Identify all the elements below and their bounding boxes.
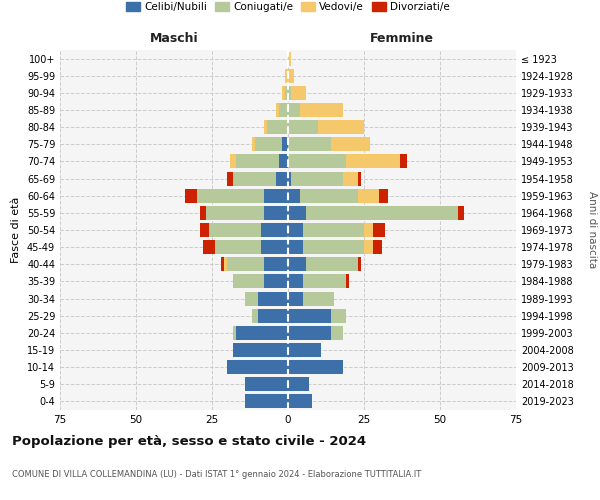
Bar — [288, 103, 300, 117]
Bar — [331, 138, 370, 151]
Legend: Celibi/Nubili, Coniugati/e, Vedovi/e, Divorziati/e: Celibi/Nubili, Coniugati/e, Vedovi/e, Di… — [122, 0, 454, 16]
Bar — [300, 103, 343, 117]
Bar — [263, 206, 288, 220]
Bar — [227, 360, 288, 374]
Bar — [319, 120, 364, 134]
Y-axis label: Fasce di età: Fasce di età — [11, 197, 21, 263]
Bar — [236, 154, 279, 168]
Bar — [185, 188, 197, 202]
Text: Popolazione per età, sesso e stato civile - 2024: Popolazione per età, sesso e stato civil… — [12, 435, 366, 448]
Bar — [230, 154, 236, 168]
Bar — [288, 292, 303, 306]
Bar — [233, 326, 236, 340]
Bar — [303, 292, 334, 306]
Bar — [288, 240, 303, 254]
Bar — [373, 240, 382, 254]
Bar — [458, 206, 464, 220]
Bar — [288, 394, 313, 408]
Bar — [379, 188, 388, 202]
Bar — [279, 154, 288, 168]
Bar — [291, 172, 343, 185]
Bar — [331, 308, 346, 322]
Bar — [254, 138, 282, 151]
Bar — [233, 274, 263, 288]
Bar — [288, 188, 300, 202]
Bar — [306, 206, 458, 220]
Bar — [288, 120, 319, 134]
Bar — [236, 326, 288, 340]
Bar — [400, 154, 407, 168]
Bar — [276, 103, 279, 117]
Text: Maschi: Maschi — [149, 32, 199, 45]
Bar — [263, 258, 288, 272]
Bar — [279, 103, 288, 117]
Bar — [251, 138, 254, 151]
Bar — [288, 308, 331, 322]
Bar — [197, 188, 263, 202]
Bar — [358, 188, 379, 202]
Bar — [291, 86, 306, 100]
Bar — [260, 240, 288, 254]
Bar — [282, 138, 288, 151]
Bar — [346, 274, 349, 288]
Bar — [203, 240, 215, 254]
Bar — [200, 223, 209, 237]
Bar — [251, 308, 257, 322]
Bar — [331, 326, 343, 340]
Bar — [245, 394, 288, 408]
Bar — [346, 154, 400, 168]
Bar — [288, 360, 343, 374]
Bar — [288, 86, 291, 100]
Text: COMUNE DI VILLA COLLEMANDINA (LU) - Dati ISTAT 1° gennaio 2024 - Elaborazione TU: COMUNE DI VILLA COLLEMANDINA (LU) - Dati… — [12, 470, 421, 479]
Bar — [358, 172, 361, 185]
Bar — [263, 188, 288, 202]
Bar — [364, 240, 373, 254]
Bar — [221, 258, 224, 272]
Bar — [215, 240, 260, 254]
Bar — [288, 206, 306, 220]
Bar — [288, 138, 331, 151]
Bar — [245, 378, 288, 392]
Text: Anni di nascita: Anni di nascita — [587, 192, 597, 268]
Bar — [257, 292, 288, 306]
Bar — [200, 206, 206, 220]
Bar — [288, 326, 331, 340]
Bar — [288, 274, 303, 288]
Bar — [209, 223, 260, 237]
Bar — [206, 206, 263, 220]
Bar — [260, 223, 288, 237]
Bar — [257, 308, 288, 322]
Bar — [233, 172, 276, 185]
Bar — [263, 120, 267, 134]
Bar — [263, 274, 288, 288]
Bar — [224, 258, 227, 272]
Bar — [276, 172, 288, 185]
Bar — [288, 258, 306, 272]
Bar — [303, 274, 346, 288]
Bar — [267, 120, 288, 134]
Bar — [300, 188, 358, 202]
Bar — [364, 223, 373, 237]
Bar — [285, 86, 288, 100]
Bar — [343, 172, 358, 185]
Bar — [227, 172, 233, 185]
Bar — [288, 378, 309, 392]
Bar — [282, 86, 285, 100]
Text: Femmine: Femmine — [370, 32, 434, 45]
Bar — [306, 258, 358, 272]
Bar — [233, 343, 288, 357]
Bar — [303, 223, 364, 237]
Bar — [288, 52, 291, 66]
Bar — [288, 343, 322, 357]
Bar — [288, 154, 346, 168]
Bar — [245, 292, 257, 306]
Bar — [358, 258, 361, 272]
Bar — [227, 258, 263, 272]
Bar — [373, 223, 385, 237]
Bar — [288, 68, 294, 82]
Bar — [303, 240, 364, 254]
Bar — [288, 172, 291, 185]
Bar — [285, 68, 288, 82]
Bar — [288, 223, 303, 237]
